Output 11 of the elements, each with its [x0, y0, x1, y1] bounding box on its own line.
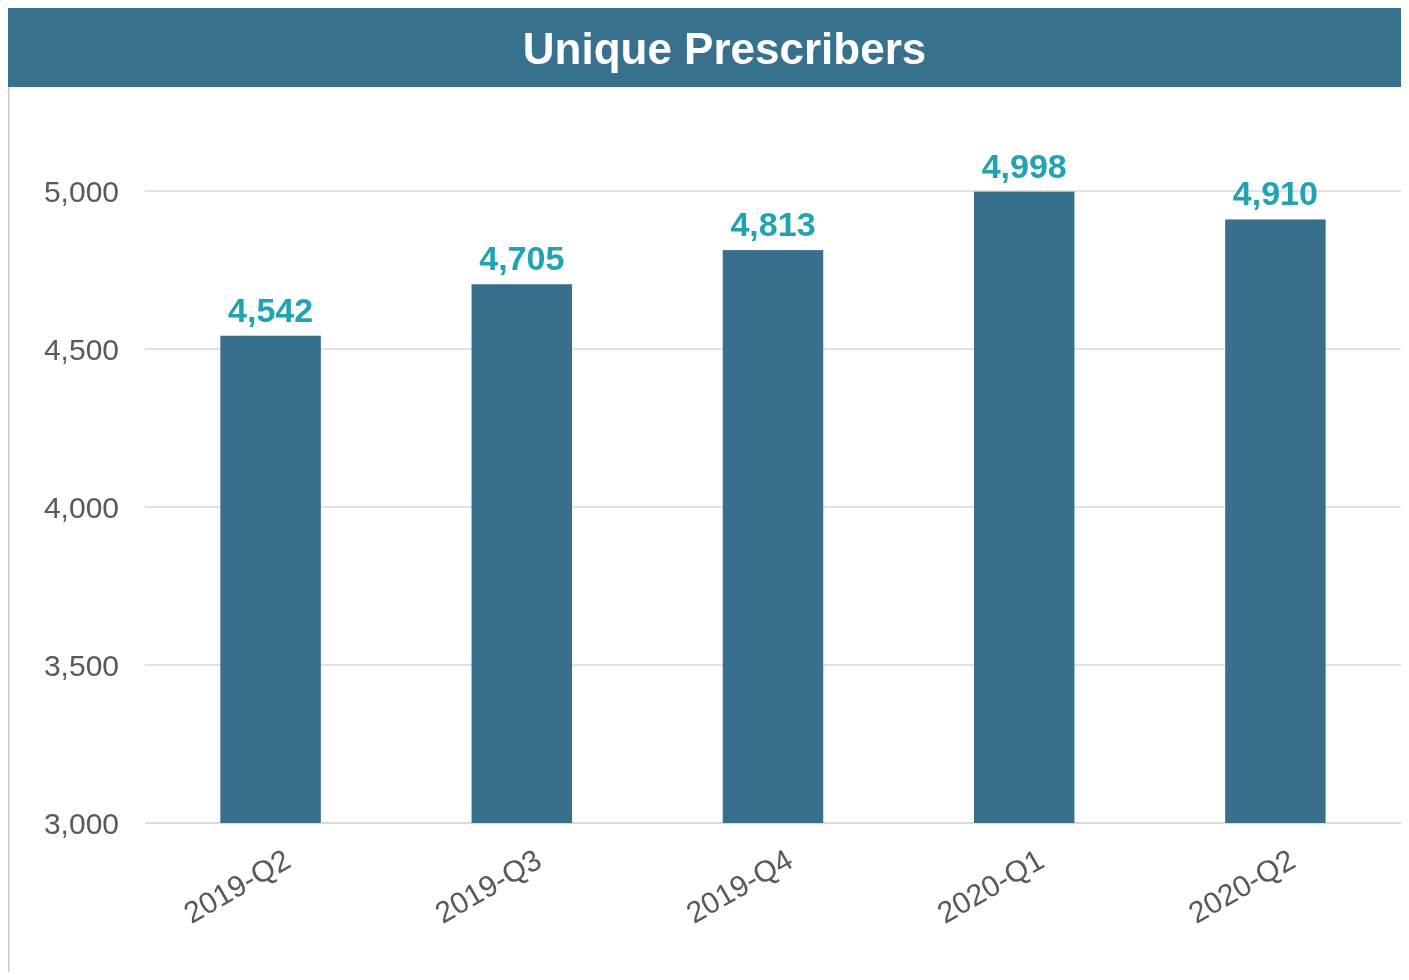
- y-tick-label: 4,000: [43, 490, 119, 524]
- y-tick-label: 5,000: [43, 174, 119, 208]
- chart-title: Unique Prescribers: [522, 24, 927, 73]
- data-label: 4,542: [228, 290, 314, 329]
- y-tick-label: 3,500: [43, 648, 119, 682]
- data-label: 4,705: [479, 239, 565, 278]
- data-label: 4,910: [1232, 174, 1318, 213]
- data-label: 4,998: [981, 146, 1067, 185]
- data-label: 4,813: [730, 205, 816, 244]
- y-tick-label: 4,500: [43, 332, 119, 366]
- y-tick-label: 3,000: [43, 806, 119, 840]
